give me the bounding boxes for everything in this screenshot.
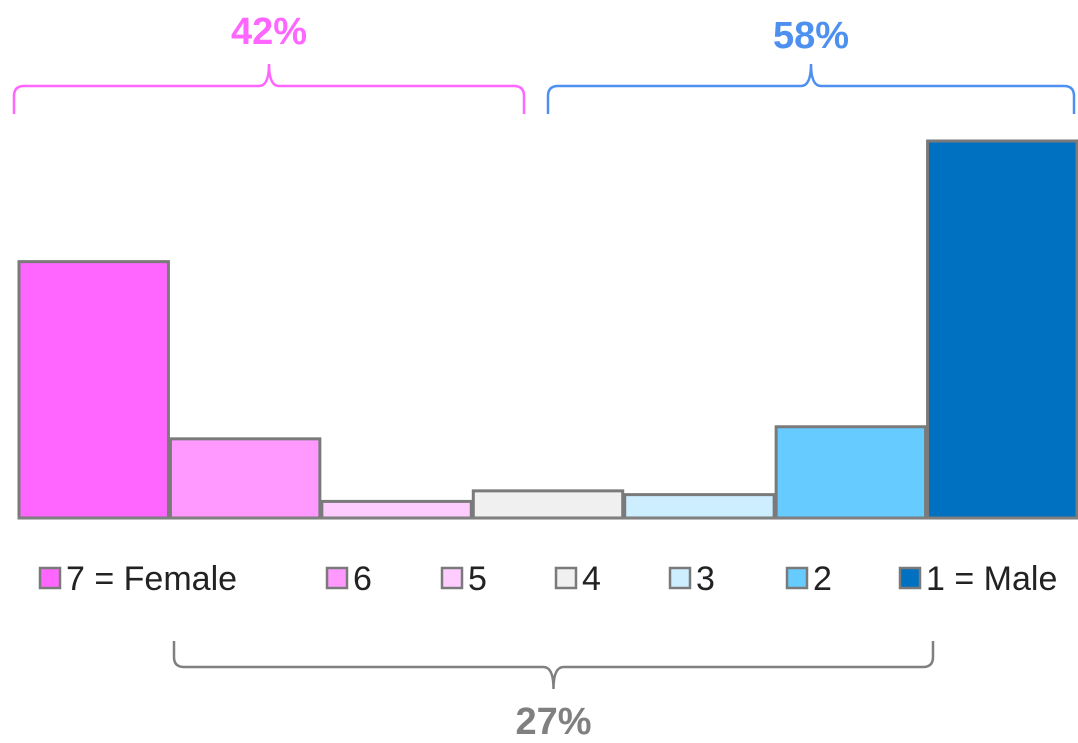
bracket-label: 42% (231, 11, 307, 53)
legend-label: 6 (353, 560, 372, 598)
legend-swatch (898, 566, 922, 590)
legend: 7 = Female 6 5 4 3 2 1 = Male (38, 560, 1057, 598)
legend-swatch (554, 566, 578, 590)
legend-swatch (785, 566, 809, 590)
bar-2 (168, 437, 322, 520)
legend-swatch (325, 566, 349, 590)
bar-1 (17, 260, 170, 520)
legend-item-2: 6 (325, 560, 372, 598)
legend-label: 5 (468, 560, 487, 598)
legend-label: 7 = Female (66, 560, 237, 598)
legend-label: 3 (696, 560, 715, 598)
legend-item-6: 2 (785, 560, 832, 598)
bar-3 (320, 499, 473, 520)
bars-group (17, 139, 1078, 520)
legend-swatch (668, 566, 692, 590)
bar-5 (623, 493, 776, 520)
legend-item-1: 7 = Female (38, 560, 237, 598)
bar-6 (774, 425, 928, 520)
legend-item-7: 1 = Male (898, 560, 1057, 598)
bar-4 (471, 489, 625, 520)
bracket-42pct (12, 63, 526, 114)
bracket-27pct (172, 641, 935, 690)
legend-swatch (38, 566, 62, 590)
bracket-label: 27% (515, 701, 591, 743)
legend-label: 4 (582, 560, 601, 598)
legend-label: 2 (813, 560, 832, 598)
bar-7 (926, 139, 1078, 520)
brackets-group: 42% 58% 27% (12, 11, 1076, 743)
legend-item-4: 4 (554, 560, 601, 598)
bracket-58pct (546, 63, 1076, 114)
bracket-label: 58% (773, 15, 849, 57)
legend-item-5: 3 (668, 560, 715, 598)
legend-item-3: 5 (440, 560, 487, 598)
legend-label: 1 = Male (926, 560, 1057, 598)
legend-swatch (440, 566, 464, 590)
